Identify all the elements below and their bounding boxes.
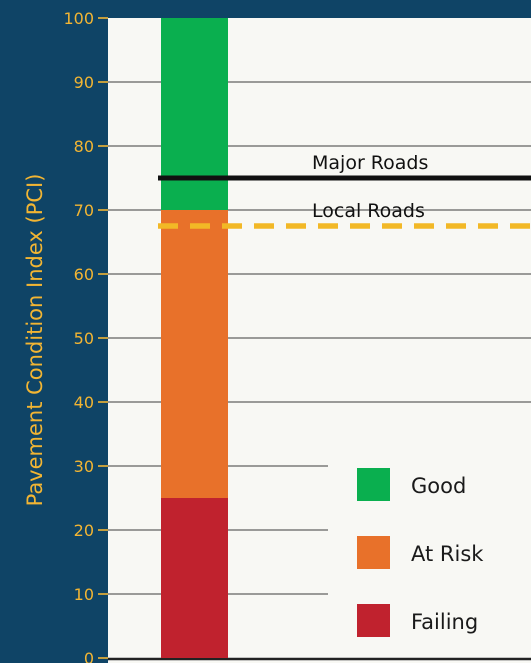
y-tick-label: 0 — [84, 649, 94, 663]
y-tick-label: 40 — [74, 393, 94, 412]
legend-swatch-at-risk — [357, 536, 390, 569]
legend-label-good: Good — [411, 474, 466, 498]
bar-segment-at-risk — [161, 210, 228, 498]
bar-segment-good — [161, 18, 228, 210]
y-tick-label: 70 — [74, 201, 94, 220]
legend-label-failing: Failing — [411, 610, 478, 634]
condition-bar — [161, 18, 228, 658]
y-axis-title: Pavement Condition Index (PCI) — [23, 174, 47, 507]
y-tick-label: 20 — [74, 521, 94, 540]
y-axis-ticks: 0 10 20 30 40 50 60 70 80 90 100 — [63, 9, 108, 663]
y-tick-label: 10 — [74, 585, 94, 604]
y-tick-label: 60 — [74, 265, 94, 284]
y-tick-label: 100 — [63, 9, 94, 28]
y-tick-label: 30 — [74, 457, 94, 476]
local-roads-label: Local Roads — [312, 200, 425, 222]
reference-lines: Major Roads Local Roads — [158, 152, 531, 229]
y-tick-label: 80 — [74, 137, 94, 156]
major-roads-label: Major Roads — [312, 152, 428, 174]
legend-label-at-risk: At Risk — [411, 542, 484, 566]
legend-swatch-good — [357, 468, 390, 501]
y-tick-label: 90 — [74, 73, 94, 92]
bar-segment-failing — [161, 498, 228, 658]
y-tick-label: 50 — [74, 329, 94, 348]
legend-swatch-failing — [357, 604, 390, 637]
legend: Good At Risk Failing — [357, 468, 484, 637]
